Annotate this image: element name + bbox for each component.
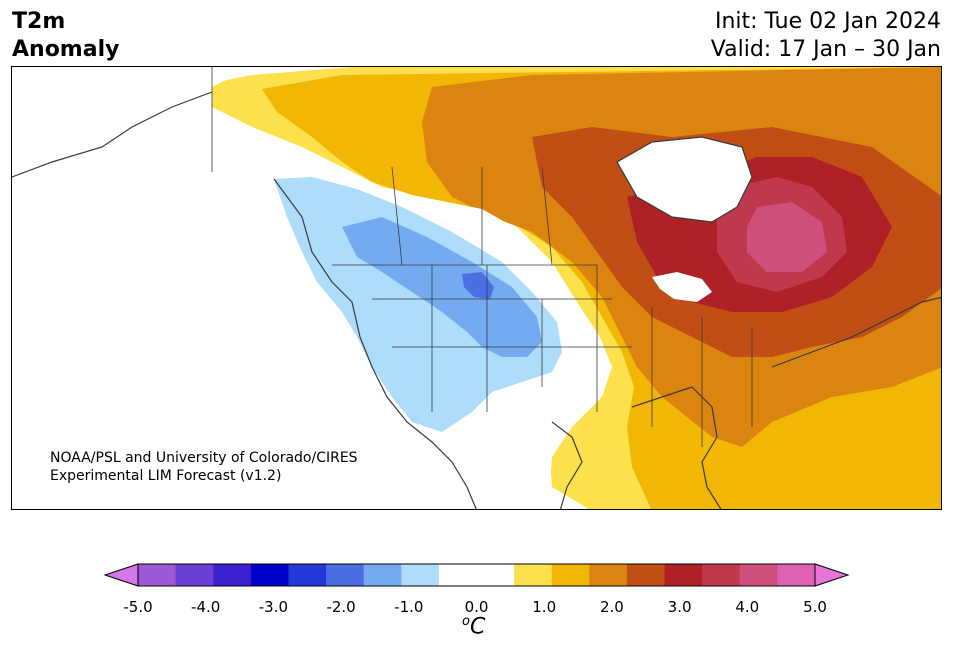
colorbar-bin (288, 564, 327, 586)
colorbar-bin (626, 564, 666, 586)
anomaly-contour-neg-10 (342, 217, 542, 357)
colorbar-bin (476, 564, 515, 586)
colorbar-bin (401, 564, 440, 586)
colorbar-bin (326, 564, 365, 586)
map-canvas (12, 67, 941, 509)
colorbar-bin (213, 564, 252, 586)
anomaly-contour-neg-15 (462, 272, 494, 299)
colorbar (0, 560, 953, 656)
colorbar-bin (739, 564, 778, 586)
credit-text: NOAA/PSL and University of Colorado/CIRE… (50, 449, 358, 485)
colorbar-tick-label: 4.0 (735, 598, 760, 616)
colorbar-outline (137, 563, 816, 587)
colorbar-bin (438, 564, 477, 586)
colorbar-bin (777, 564, 816, 586)
anomaly-map: NOAA/PSL and University of Colorado/CIRE… (11, 66, 942, 510)
coastlines (12, 91, 941, 509)
colorbar-tick-label: -5.0 (123, 598, 153, 616)
colorbar-tick-label: -4.0 (191, 598, 221, 616)
unit-degree: o (462, 614, 470, 629)
colorbar-tick-label: 2.0 (599, 598, 624, 616)
colorbar-under-extend (103, 563, 139, 587)
borders (211, 67, 753, 447)
title-variable: T2m (12, 9, 66, 34)
unit-letter: C (469, 614, 486, 640)
colorbar-bin (175, 564, 214, 586)
hudson-bay (617, 137, 752, 222)
colorbar-tick-label: 3.0 (667, 598, 692, 616)
init-date: Init: Tue 02 Jan 2024 (714, 9, 941, 34)
colorbar-tick-label: 5.0 (803, 598, 827, 616)
colorbar-tick-label: 1.0 (532, 598, 557, 616)
colorbar-bin (589, 564, 628, 586)
colorbar-strip (103, 563, 850, 587)
colorbar-tick-label: -1.0 (394, 598, 424, 616)
colorbar-tick-label: -3.0 (258, 598, 289, 616)
colorbar-tick-label: 0.0 (464, 598, 489, 616)
colorbar-over-extend (814, 563, 850, 587)
colorbar-tick-label: -2.0 (326, 598, 356, 616)
credit-line-1: NOAA/PSL and University of Colorado/CIRE… (50, 450, 358, 466)
colorbar-unit: oC (462, 614, 485, 639)
credit-line-2: Experimental LIM Forecast (v1.2) (50, 468, 282, 484)
colorbar-bin (664, 564, 703, 586)
map-title: T2m Anomaly (12, 8, 119, 64)
colorbar-bin (551, 564, 590, 586)
colorbar-bin (250, 564, 289, 586)
valid-range: Valid: 17 Jan – 30 Jan (710, 37, 941, 62)
colorbar-bin (138, 564, 177, 586)
colorbar-bin (363, 564, 402, 586)
colorbar-bin (702, 564, 741, 586)
anomaly-contour-pos-35 (747, 202, 827, 272)
title-variable-sub: Anomaly (12, 37, 120, 62)
colorbar-bin (514, 564, 553, 586)
anomaly-contour-neg-05 (274, 177, 562, 432)
great-lakes (652, 272, 712, 302)
forecast-dates: Init: Tue 02 Jan 2024 Valid: 17 Jan – 30… (711, 8, 941, 64)
